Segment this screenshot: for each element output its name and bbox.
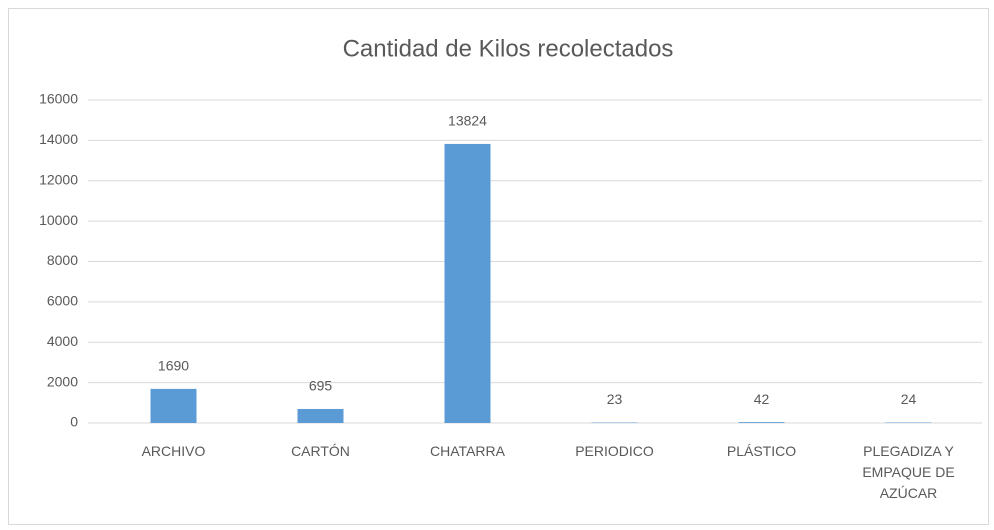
y-tick-label: 12000 bbox=[39, 171, 78, 187]
data-label: 24 bbox=[901, 391, 917, 407]
chart-title: Cantidad de Kilos recolectados bbox=[343, 35, 674, 62]
x-tick-label: ARCHIVO bbox=[141, 443, 206, 459]
bar bbox=[444, 143, 491, 424]
y-tick-label: 2000 bbox=[47, 373, 78, 389]
data-label: 13824 bbox=[448, 113, 487, 129]
x-tick-label: PERIODICO bbox=[575, 443, 654, 459]
chart-border bbox=[8, 8, 989, 525]
y-tick-label: 16000 bbox=[39, 91, 78, 107]
bar bbox=[738, 422, 785, 423]
y-tick-label: 14000 bbox=[39, 131, 78, 147]
y-tick-label: 0 bbox=[70, 414, 78, 430]
y-tick-label: 6000 bbox=[47, 293, 78, 309]
y-tick-label: 8000 bbox=[47, 252, 78, 268]
data-label: 1690 bbox=[158, 358, 189, 374]
x-tick-label: PLEGADIZA Y EMPAQUE DE AZÚCAR bbox=[862, 443, 955, 501]
y-tick-label: 10000 bbox=[39, 212, 78, 228]
bar bbox=[297, 408, 344, 423]
x-tick-label: CHATARRA bbox=[430, 443, 505, 459]
x-tick-label: PLÁSTICO bbox=[726, 443, 797, 459]
x-tick-label: CARTÓN bbox=[291, 443, 350, 459]
data-label: 23 bbox=[607, 391, 623, 407]
bar bbox=[150, 388, 197, 423]
data-label: 42 bbox=[754, 391, 770, 407]
data-label: 695 bbox=[309, 378, 333, 394]
y-tick-label: 4000 bbox=[47, 333, 78, 349]
